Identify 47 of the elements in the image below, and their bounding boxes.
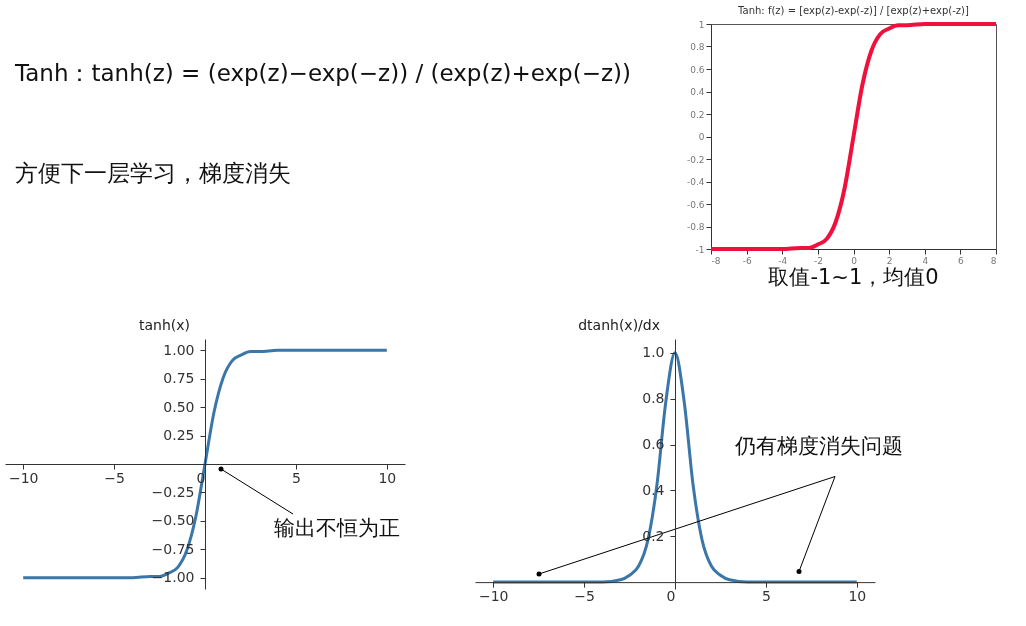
x-tick-label: -2 xyxy=(813,255,823,266)
y-tick-label: 0.2 xyxy=(690,109,705,120)
x-tick-label: 10 xyxy=(378,469,397,486)
x-tick-label: 5 xyxy=(761,587,771,604)
y-tick-label: 1.0 xyxy=(642,344,665,361)
x-tick-label: −10 xyxy=(8,469,39,486)
y-axis-title: tanh(x) xyxy=(138,317,190,333)
x-tick-label: 0 xyxy=(666,587,676,604)
y-tick-label: 0 xyxy=(698,132,705,142)
text: 取值-1~1，均值0 xyxy=(768,265,939,289)
x-tick-label: 2 xyxy=(886,255,893,266)
y-tick-label: 0.25 xyxy=(163,427,195,444)
y-tick-label: −0.25 xyxy=(151,483,195,500)
x-tick-label: −5 xyxy=(104,469,125,486)
y-tick-label: 0.8 xyxy=(642,390,665,407)
x-tick-label: 10 xyxy=(848,587,867,604)
y-tick-label: 1 xyxy=(698,19,705,30)
text: 方便下一层学习，梯度消失 xyxy=(15,160,291,186)
y-tick-label: 0.50 xyxy=(163,398,195,415)
y-tick-label: 0.4 xyxy=(690,87,705,97)
y-tick-label: -0.4 xyxy=(686,177,705,187)
y-tick-label: -0.2 xyxy=(686,154,705,165)
x-tick-label: -4 xyxy=(778,255,788,266)
y-tick-label: 0.75 xyxy=(163,370,195,387)
x-tick-label: −5 xyxy=(574,587,595,604)
chart-title: Tanh: f(z) = [exp(z)-exp(-z)] / [exp(z)+exp(-z)] xyxy=(737,5,970,16)
y-tick-label: -0.8 xyxy=(686,222,705,232)
y-tick-label: −1.00 xyxy=(151,569,195,586)
y-tick-label: 1.00 xyxy=(163,341,195,358)
x-tick-label: -6 xyxy=(742,255,752,266)
x-tick-label: 6 xyxy=(958,255,965,266)
text: Tanh：tanh(z) = (exp(z)−exp(−z)) / (exp(z)+exp(−z)) xyxy=(14,60,631,86)
line-series xyxy=(709,22,998,251)
annotation: 仍有梯度消失问题 xyxy=(734,433,903,458)
y-tick-label: -0.6 xyxy=(686,199,705,210)
x-tick-label: 8 xyxy=(990,255,997,266)
y-tick-label: 0.8 xyxy=(690,42,705,52)
annotation: 输出不恒为正 xyxy=(274,516,400,540)
x-tick-label: 0 xyxy=(851,255,858,266)
x-tick-label: −10 xyxy=(478,587,509,604)
x-tick-label: 4 xyxy=(922,255,929,266)
y-axis-title: dtanh(x)/dx xyxy=(578,317,660,333)
y-tick-label: 0.6 xyxy=(690,64,705,75)
x-tick-label: 5 xyxy=(291,469,301,486)
y-tick-label: −0.50 xyxy=(151,512,195,529)
x-tick-label: -8 xyxy=(711,255,721,266)
y-tick-label: -1 xyxy=(695,244,705,255)
